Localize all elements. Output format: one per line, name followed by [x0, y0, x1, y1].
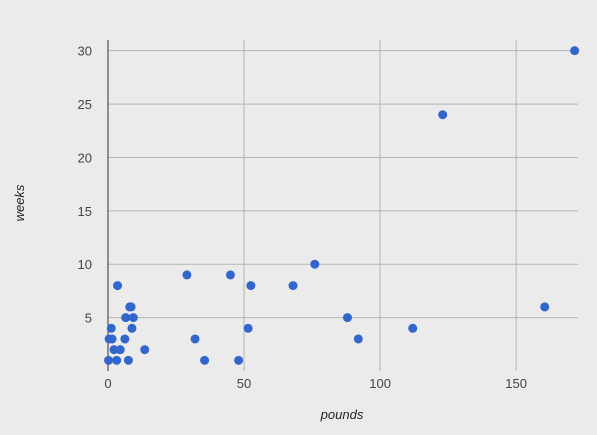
data-point-19	[200, 355, 210, 365]
y-tick-label-10: 10	[78, 257, 92, 272]
data-point-4	[107, 334, 117, 344]
gridlines	[108, 40, 578, 371]
x-axis-title: pounds	[320, 407, 364, 422]
data-point-31	[570, 46, 580, 56]
data-point-11	[123, 355, 133, 365]
data-point-5	[109, 345, 119, 355]
x-tick-label-100: 100	[369, 376, 391, 391]
data-point-13	[126, 302, 136, 312]
data-point-6	[112, 355, 122, 365]
data-point-26	[342, 313, 352, 323]
y-tick-label-25: 25	[78, 97, 92, 112]
data-point-16	[140, 345, 150, 355]
data-point-17	[182, 270, 192, 280]
data-point-10	[121, 313, 131, 323]
x-tick-label-150: 150	[505, 376, 527, 391]
data-point-20	[225, 270, 235, 280]
x-tick-label-0: 0	[104, 376, 111, 391]
data-point-7	[113, 281, 123, 291]
data-point-1	[104, 355, 114, 365]
data-point-30	[540, 302, 550, 312]
data-point-24	[288, 281, 298, 291]
y-tick-label-5: 5	[85, 311, 92, 326]
data-point-18	[190, 334, 200, 344]
data-point-23	[246, 281, 256, 291]
tick-labels: 5 10 15 20 25 30 0 50 100 150	[78, 44, 527, 391]
data-point-29	[438, 110, 448, 120]
data-point-25	[310, 259, 320, 269]
data-point-14	[127, 323, 137, 333]
data-point-27	[353, 334, 363, 344]
data-point-9	[120, 334, 130, 344]
y-axis-title: weeks	[12, 184, 27, 221]
data-point-3	[106, 323, 116, 333]
data-point-22	[243, 323, 253, 333]
data-point-28	[408, 323, 418, 333]
data-point-21	[234, 355, 244, 365]
y-tick-label-20: 20	[78, 150, 92, 165]
data-point-8	[115, 345, 125, 355]
y-tick-label-30: 30	[78, 44, 92, 59]
data-points	[104, 46, 580, 365]
data-point-15	[128, 313, 138, 323]
y-tick-label-15: 15	[78, 204, 92, 219]
x-tick-label-50: 50	[237, 376, 251, 391]
